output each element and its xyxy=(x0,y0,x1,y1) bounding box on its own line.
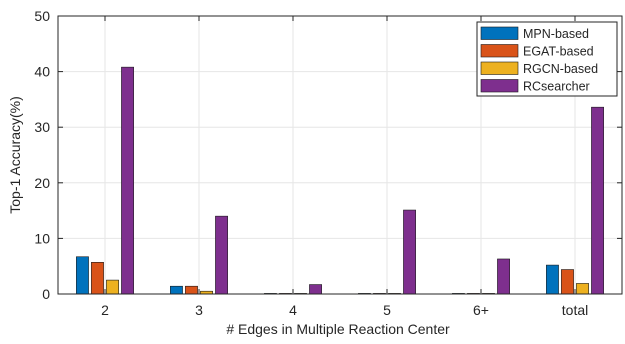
y-tick-label: 50 xyxy=(34,8,50,24)
legend-label: EGAT-based xyxy=(523,45,594,59)
legend-swatch xyxy=(480,26,519,40)
bar-egat-based-total xyxy=(561,269,574,295)
bar-mpn-based-2 xyxy=(76,256,89,295)
x-tick-labels: 2 3 4 5 6+ total xyxy=(101,302,588,318)
axes xyxy=(57,15,623,295)
legend: MPN-based EGAT-based RGCN-based RCsearcher xyxy=(476,21,618,97)
bars xyxy=(76,66,604,295)
x-tick-label: 5 xyxy=(383,302,391,318)
bar-rcsearcher-3 xyxy=(215,215,228,295)
y-tick-labels: 0 10 20 30 40 50 xyxy=(34,8,50,302)
x-tick-label: 4 xyxy=(289,302,297,318)
y-tick-label: 20 xyxy=(34,175,50,191)
x-tick-label: 3 xyxy=(195,302,203,318)
bar-rcsearcher-6 xyxy=(497,258,510,295)
y-tick-label: 0 xyxy=(42,286,50,302)
bar-rcsearcher-total xyxy=(591,106,604,295)
bar-rgcn-based-2 xyxy=(106,279,119,295)
bar-rgcn-based-total xyxy=(576,283,589,295)
legend-swatch xyxy=(480,44,519,58)
y-tick-label: 40 xyxy=(34,64,50,80)
axes-box xyxy=(57,15,623,295)
grid-lines xyxy=(58,16,622,294)
legend-swatch xyxy=(480,61,519,75)
x-axis-label: # Edges in Multiple Reaction Center xyxy=(226,321,450,337)
bar-egat-based-3 xyxy=(185,285,198,295)
y-axis-label: Top-1 Accuracy(%) xyxy=(7,96,23,213)
legend-label: RCsearcher xyxy=(523,80,590,94)
legend-label: RGCN-based xyxy=(523,62,598,76)
x-tick-label: total xyxy=(562,302,588,318)
y-tick-label: 10 xyxy=(34,230,50,246)
bar-mpn-based-total xyxy=(546,264,559,295)
bar-egat-based-2 xyxy=(91,262,104,295)
legend-swatch xyxy=(480,79,519,93)
y-tick-label: 30 xyxy=(34,119,50,135)
legend-label: MPN-based xyxy=(523,27,589,41)
bar-rcsearcher-5 xyxy=(403,209,416,295)
bar-rcsearcher-2 xyxy=(121,66,134,295)
x-tick-label: 6+ xyxy=(473,302,489,318)
x-tick-label: 2 xyxy=(101,302,109,318)
bar-mpn-based-3 xyxy=(170,285,183,295)
bar-rcsearcher-4 xyxy=(309,284,322,295)
